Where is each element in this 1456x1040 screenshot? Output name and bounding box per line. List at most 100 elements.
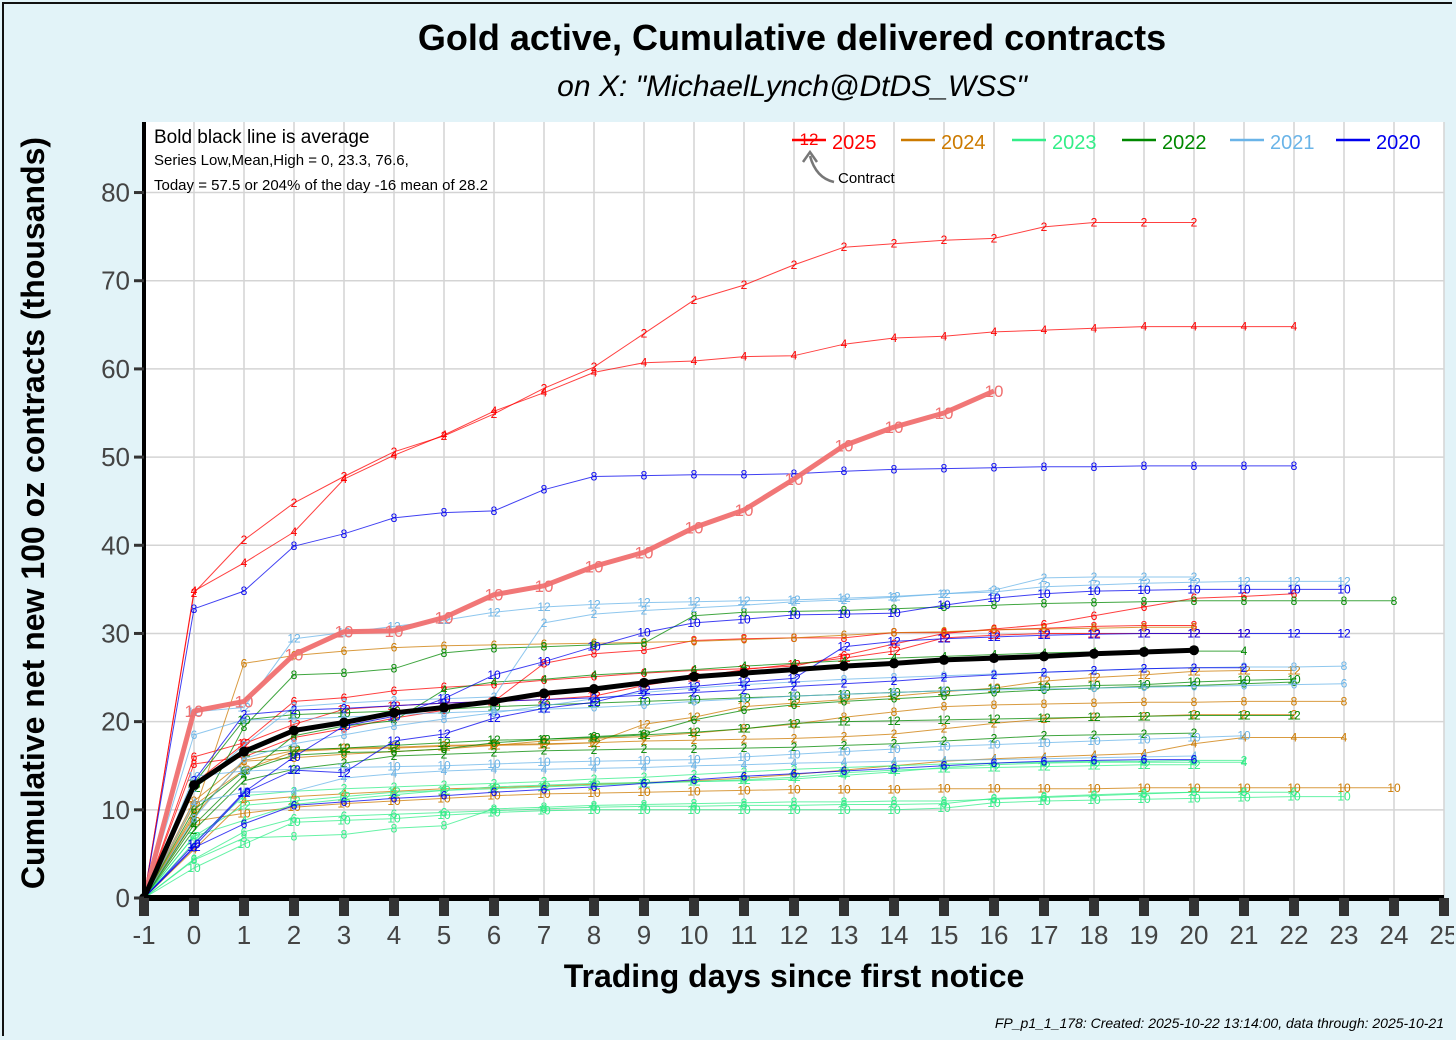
- y-tick-label: 40: [101, 530, 130, 560]
- point-label: 6: [441, 789, 448, 803]
- point-label: 8: [391, 711, 398, 725]
- average-point: [839, 661, 849, 672]
- point-label: 10: [987, 782, 1001, 796]
- point-label: 6: [491, 638, 498, 652]
- point-label: 8: [1191, 459, 1198, 473]
- point-label: 2: [891, 737, 898, 751]
- series-2021-10: 10 10 10 10 10 10 10 10 10 10 10 10 10 10 10 10 10 10 10 10…: [143, 729, 1251, 899]
- point-label: 8: [841, 464, 848, 478]
- point-label: 12: [337, 766, 351, 780]
- point-label: 10: [1237, 781, 1251, 795]
- point-label: 2: [991, 731, 998, 745]
- point-label: 8: [341, 527, 348, 541]
- point-label: 8: [641, 636, 648, 650]
- point-label: 10: [387, 794, 401, 808]
- point-label: 10: [687, 616, 701, 630]
- point-label: 2: [891, 759, 898, 773]
- point-label: 12: [1037, 760, 1051, 774]
- point-label: 10: [487, 805, 501, 819]
- average-point: [1189, 645, 1199, 656]
- point-label: 4: [1291, 731, 1298, 745]
- point-label: 6: [1141, 600, 1148, 614]
- point-label: 4: [991, 325, 998, 339]
- point-label: 8: [641, 469, 648, 483]
- point-label: 12: [487, 711, 501, 725]
- point-label: 8: [741, 468, 748, 482]
- point-label: 8: [941, 700, 948, 714]
- point-label: 2: [641, 688, 648, 702]
- point-label: 4: [891, 765, 898, 779]
- point-label: 4: [291, 798, 298, 812]
- point-label: 4: [641, 760, 648, 774]
- point-label: 6: [691, 663, 698, 677]
- point-label: 2: [991, 231, 998, 245]
- point-label: 12: [1037, 674, 1051, 688]
- point-label: 12: [587, 731, 601, 745]
- point-label: 4: [1291, 320, 1298, 334]
- point-label: 4: [1041, 752, 1048, 766]
- point-label: 12: [1337, 626, 1351, 640]
- y-tick-label: 30: [101, 618, 130, 648]
- x-tick-label: 24: [1380, 920, 1409, 950]
- point-label: 12: [237, 786, 251, 800]
- point-label: 6: [1041, 682, 1048, 696]
- point-label: 10: [285, 646, 304, 665]
- point-label: 2: [441, 738, 448, 752]
- y-tick-label: 20: [101, 707, 130, 737]
- point-label: 8: [941, 626, 948, 640]
- point-label: 12: [887, 634, 901, 648]
- point-label: 4: [491, 780, 498, 794]
- x-tick-label: 8: [587, 920, 601, 950]
- point-label: 4: [541, 778, 548, 792]
- point-label: 6: [1141, 753, 1148, 767]
- point-label: 10: [1087, 782, 1101, 796]
- point-label: 2: [841, 760, 848, 774]
- point-label: 8: [641, 643, 648, 657]
- point-label: 10: [1337, 781, 1351, 795]
- series-2020-2-line: [143, 667, 1244, 899]
- point-label: 2: [1241, 661, 1248, 675]
- point-label: 8: [1091, 789, 1098, 803]
- average-point: [189, 780, 199, 791]
- point-label: 10: [1187, 731, 1201, 745]
- point-label: 6: [591, 670, 598, 684]
- point-label: 12: [487, 738, 501, 752]
- series-2023-8: 8 8 8 8 8 8 8 8 8 8 8 8 8 8 8 8 8 8 8 8 8 8: [143, 785, 1248, 899]
- point-label: 10: [887, 783, 901, 797]
- point-label: 10: [387, 760, 401, 774]
- point-label: 8: [1091, 696, 1098, 710]
- point-label: 10: [637, 626, 651, 640]
- point-label: 8: [991, 461, 998, 475]
- series-2021-4-line: [143, 755, 1195, 899]
- point-label: 2: [1041, 755, 1048, 769]
- point-label: 8: [241, 752, 248, 766]
- point-label: 12: [487, 733, 501, 747]
- point-label: 10: [737, 783, 751, 797]
- point-label: 2: [1091, 216, 1098, 230]
- point-label: 10: [787, 608, 801, 622]
- point-label: 6: [941, 689, 948, 703]
- point-label: 2: [1141, 570, 1148, 584]
- point-label: 6: [441, 639, 448, 653]
- annotation-arrow: [808, 155, 835, 184]
- point-label: 12: [887, 644, 901, 658]
- point-label: 6: [1091, 753, 1098, 767]
- point-label: 4: [841, 763, 848, 777]
- point-label: 10: [535, 577, 554, 596]
- series-highlight: 10 10 10 10 10 10 10 10 10 10 10 10 10 10 10 10 10: [141, 382, 1003, 899]
- point-label: 6: [441, 680, 448, 694]
- point-label: 6: [641, 727, 648, 741]
- point-label: 10: [537, 755, 551, 769]
- point-label: 8: [241, 584, 248, 598]
- point-label: 8: [1141, 695, 1148, 709]
- point-label: 12: [1087, 578, 1101, 592]
- average-point: [939, 654, 949, 665]
- series-2022-2-line: [143, 732, 1195, 899]
- point-label: 2: [891, 590, 898, 604]
- point-label: 8: [1341, 659, 1348, 673]
- point-label: 2: [241, 533, 248, 547]
- point-label: 6: [1141, 786, 1148, 800]
- point-label: 4: [591, 761, 598, 775]
- point-label: 8: [791, 467, 798, 481]
